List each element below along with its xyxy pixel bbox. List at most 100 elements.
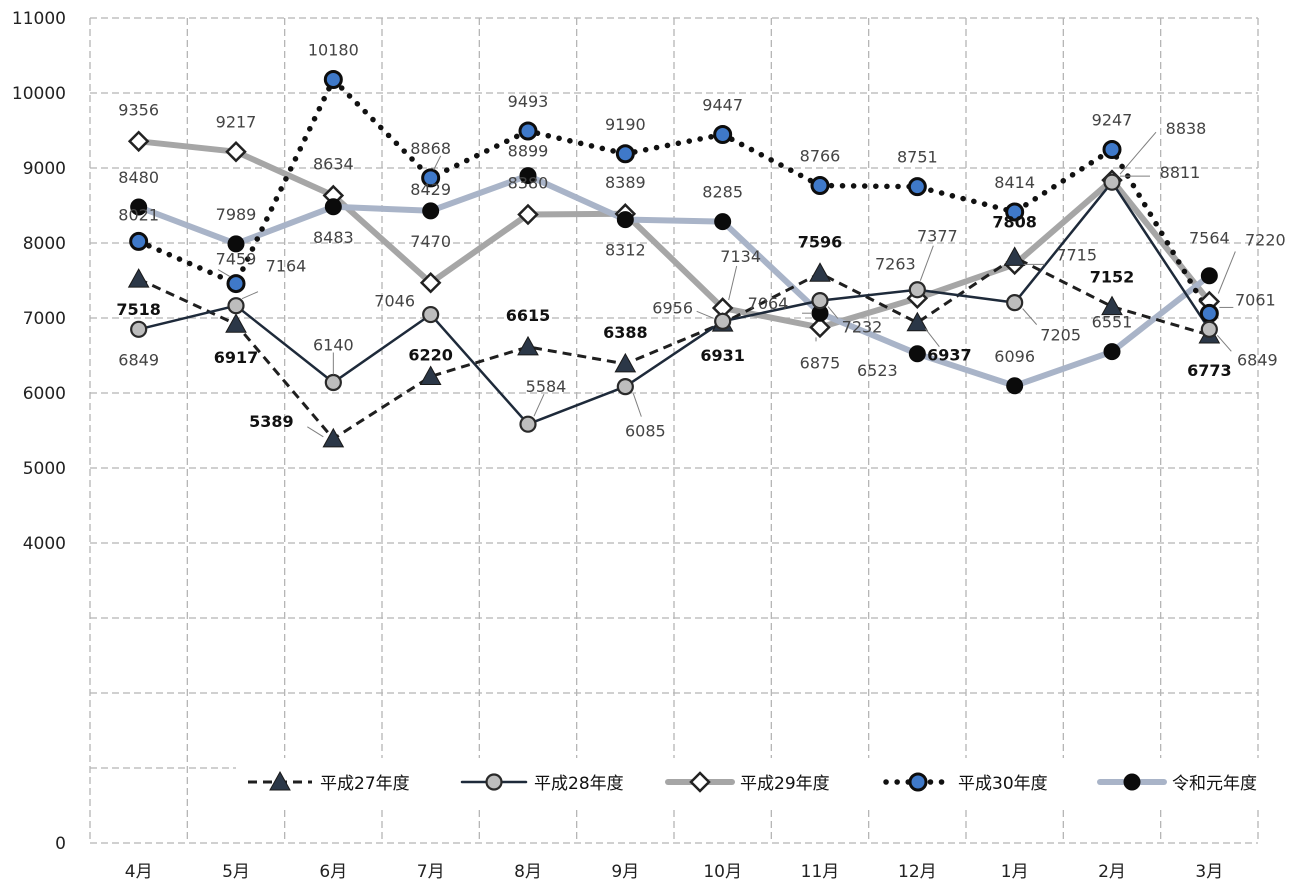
data-point [1101,295,1123,316]
data-label: 8480 [118,168,159,187]
data-point [517,335,539,356]
data-point [517,203,539,226]
data-label: 6388 [603,323,648,342]
x-tick-label: 8月 [514,862,542,882]
y-tick-label: 7000 [23,309,66,329]
x-tick-label: 11月 [801,862,840,882]
data-label: 8389 [605,173,646,192]
label-leader-line [728,265,738,301]
data-label: 9190 [605,115,646,134]
data-point [1005,202,1025,222]
data-label: 6220 [408,346,453,365]
y-tick-label: 6000 [23,384,66,404]
data-label: 7220 [1245,231,1286,250]
data-point [714,312,732,330]
y-tick-label: 0 [55,834,66,854]
x-tick-label: 4月 [125,862,153,882]
y-tick-label: 10000 [12,84,66,104]
data-label: 9493 [508,92,549,111]
data-label: 8483 [313,228,354,247]
data-point [419,365,442,385]
y-tick-label: 8000 [23,234,66,254]
data-point [419,271,442,294]
data-label: 8285 [702,183,743,202]
data-label: 5584 [526,377,567,396]
label-leader-line [533,393,545,417]
data-point [225,140,247,163]
data-point [1003,246,1026,266]
data-label: 8838 [1166,119,1207,138]
data-point [422,202,440,220]
data-label: 6615 [506,306,551,325]
data-label: 8766 [800,147,841,166]
data-labels: 7518 6917 5389 6220 6615 6388 6931 7596 6937 7808… [116,41,1285,441]
series-line [137,180,1211,426]
data-label: 9247 [1092,110,1133,129]
data-point [519,167,537,185]
data-point [1200,320,1218,338]
data-label: 6931 [700,346,745,365]
data-label: 6937 [927,346,972,365]
data-point [907,177,927,197]
data-label: 7064 [748,294,789,313]
x-axis-ticks: 4月 5月 6月 7月 8月 9月 10月 11月 12月 1月 2月 3月 [125,862,1223,882]
label-leader-line [241,291,259,300]
label-leader-line [1119,131,1157,175]
data-label: 7152 [1090,268,1135,287]
data-point [1200,267,1218,285]
data-label: 9217 [216,113,257,132]
data-label: 8634 [313,154,354,173]
data-label: 6096 [994,347,1035,366]
data-label: 8899 [508,142,549,161]
data-point [615,144,635,164]
series-markers [127,70,1221,448]
legend-swatch-marker [485,773,503,791]
x-tick-label: 1月 [1001,862,1029,882]
data-label: 7459 [216,250,257,269]
label-leader-line [307,426,324,438]
data-label: 8414 [994,173,1035,192]
data-point [713,124,733,144]
data-point [324,373,342,392]
data-label: 7470 [410,232,451,251]
data-label: 6849 [1237,350,1278,369]
data-label: 7205 [1040,326,1081,345]
data-point [227,297,245,315]
data-point [1102,139,1122,159]
x-tick-label: 3月 [1195,862,1223,882]
data-point [908,281,926,299]
data-point [322,427,345,448]
data-label: 8811 [1160,163,1201,182]
data-label: 8868 [410,139,451,158]
data-label: 7263 [875,254,916,273]
label-leader-line [1022,308,1038,325]
data-point [616,378,634,396]
data-label: 7232 [842,318,883,337]
data-label: 6917 [214,348,259,367]
legend-swatch-marker [269,770,291,791]
label-leader-line [924,328,940,348]
x-tick-label: 6月 [319,862,347,882]
legend-swatch-marker [908,772,928,792]
y-tick-label: 11000 [12,9,66,29]
data-label: 8429 [410,180,451,199]
data-label: 6551 [1092,313,1133,332]
y-axis-ticks: 0 4000 5000 6000 7000 8000 9000 10000 11000 [12,9,66,854]
label-leader-line [1216,334,1232,352]
data-label: 8021 [118,205,159,224]
label-leader-line [696,310,714,319]
label-leader-line [433,155,442,171]
data-label: 8312 [605,241,646,260]
label-leader-line [632,393,642,417]
data-point [908,345,926,363]
data-label: 7046 [374,292,415,311]
data-point [225,313,247,333]
data-point [906,311,929,332]
data-point [518,121,538,141]
label-leader-line [827,306,839,319]
data-point [809,262,831,282]
data-point [1006,377,1024,395]
x-tick-label: 10月 [703,862,742,882]
series-line [135,138,1213,331]
data-point [714,213,732,231]
